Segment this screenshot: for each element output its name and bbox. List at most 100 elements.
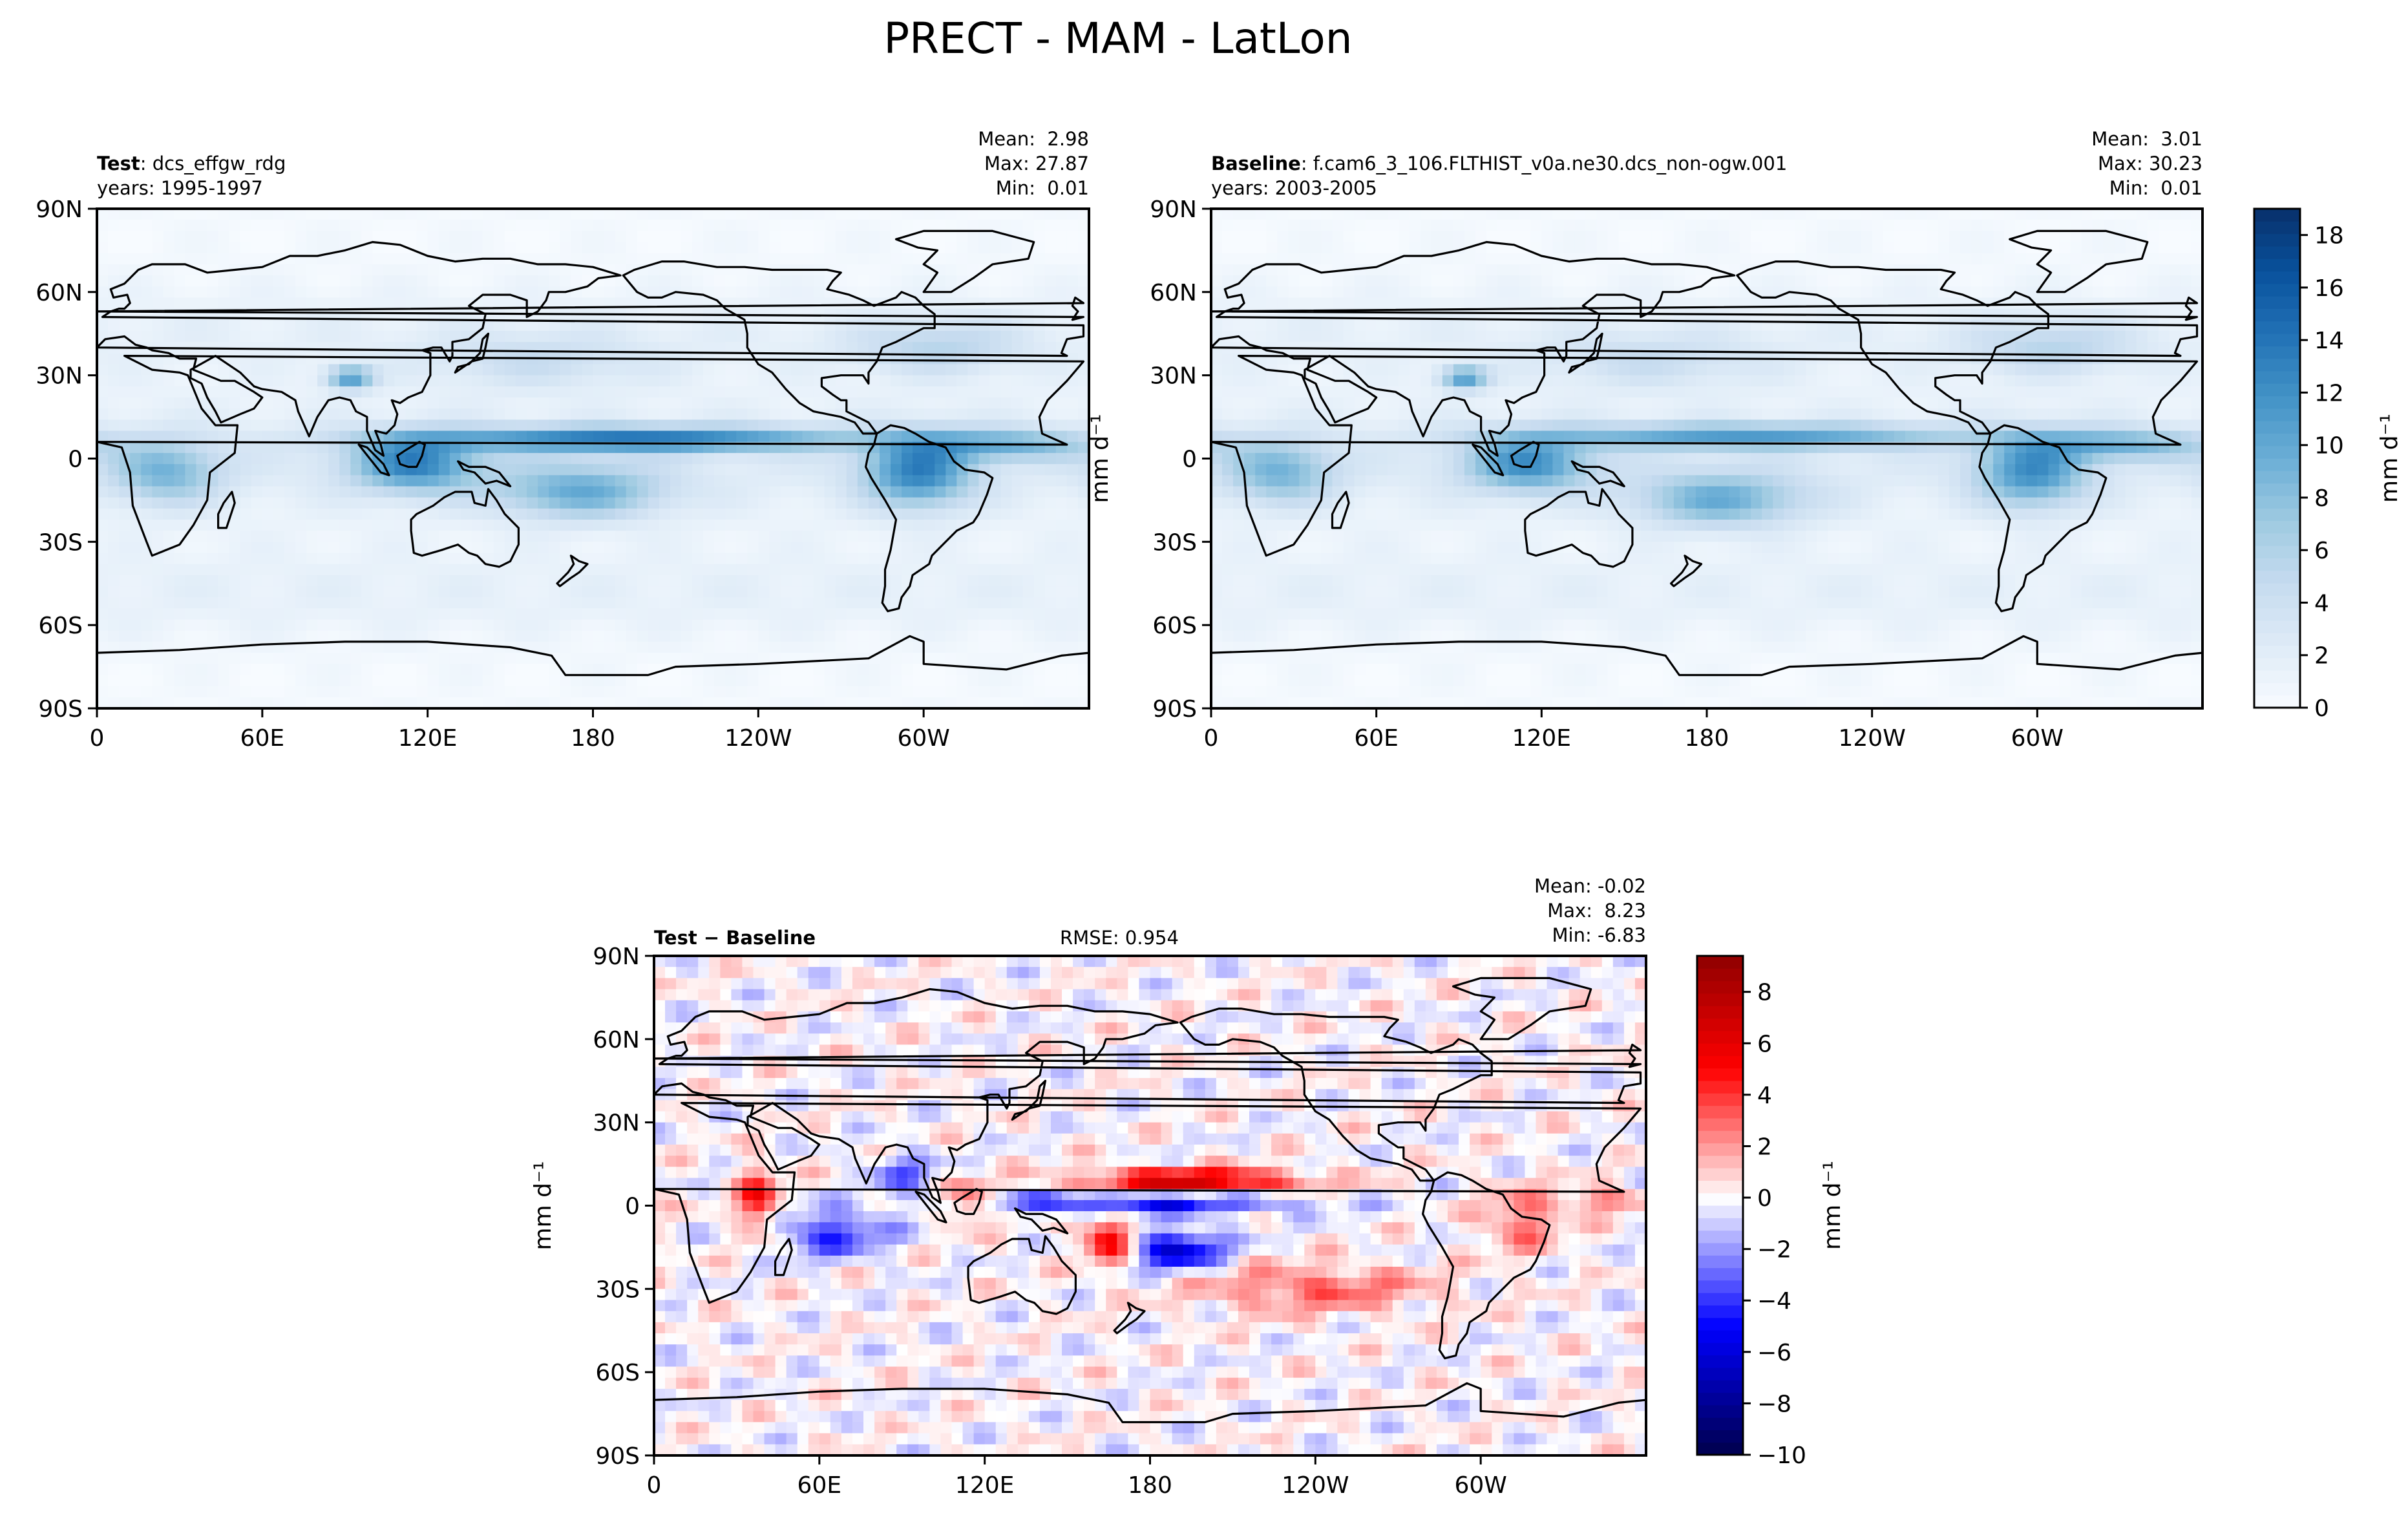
field-cell [505,242,516,254]
field-cell [1044,364,1057,376]
field-cell [130,564,142,576]
field-cell [394,330,407,343]
field-cell [251,508,263,520]
field-cell [681,209,693,220]
field-cell [383,664,396,676]
field-cell [868,542,880,554]
field-cell [361,364,374,376]
field-cell [846,220,858,232]
field-cell [218,364,230,376]
field-cell [978,586,991,598]
field-cell [1883,220,1895,232]
field-cell [284,231,296,243]
field-cell [1409,209,1421,220]
field-cell [538,641,550,653]
field-cell [306,220,318,232]
field-cell [571,264,583,276]
field-cell [1850,209,1862,220]
field-cell [747,330,759,343]
field-cell [516,275,527,288]
field-cell [350,597,363,609]
field-cell [317,653,329,665]
field-cell [637,286,649,299]
field-cell [516,430,527,443]
field-cell [1982,308,1994,321]
field-cell [262,519,274,531]
field-cell [306,475,318,487]
field-cell [703,220,715,232]
field-cell [978,641,991,653]
test-coastlines [97,229,1089,708]
field-cell [582,286,594,299]
field-cell [824,342,836,354]
field-cell [1442,253,1454,265]
field-cell [284,452,296,465]
field-cell [924,209,936,220]
field-cell [1828,231,1840,243]
field-cell [1431,264,1443,276]
field-cell [1044,564,1057,576]
field-cell [1288,242,1300,254]
field-cell [725,508,737,520]
field-cell [780,497,792,509]
field-cell [505,275,516,288]
field-cell [692,286,704,299]
field-cell [989,464,1002,476]
field-cell [482,586,494,598]
field-cell [681,597,693,609]
field-cell [494,286,505,299]
field-cell [615,275,627,288]
field-cell [956,597,969,609]
field-cell [218,464,230,476]
x-tick-label: 60W [897,725,949,752]
field-cell [1684,275,1696,288]
field-cell [2103,275,2115,288]
field-cell [835,353,847,365]
field-cell [945,375,958,387]
field-cell [306,597,318,609]
field-cell [494,586,505,598]
field-cell [262,419,274,432]
field-cell [1453,275,1465,288]
field-cell [130,531,142,543]
field-cell [317,575,329,587]
field-cell [405,209,417,220]
field-cell [593,697,605,708]
field-cell [758,253,770,265]
field-cell [1409,264,1421,276]
field-cell [1773,231,1785,243]
field-cell [339,386,352,398]
field-cell [813,619,825,631]
field-cell [438,597,450,609]
field-cell [460,586,472,598]
field-cell [978,619,991,631]
field-cell [350,575,363,587]
field-cell [725,220,737,232]
field-cell [935,531,947,543]
field-cell [571,575,583,587]
field-cell [857,608,869,620]
field-cell [538,375,550,387]
field-cell [240,519,252,531]
field-cell [538,286,550,299]
field-cell [626,542,638,554]
field-cell [2092,242,2104,254]
field-cell [725,564,737,576]
field-cell [891,253,902,265]
field-cell [141,209,153,220]
field-cell [1530,286,1543,299]
field-cell [174,419,186,432]
field-cell [670,209,682,220]
field-cell [405,231,417,243]
field-cell [902,653,913,665]
field-cell [317,353,329,365]
field-cell [262,220,274,232]
field-cell [978,697,991,708]
field-cell [494,364,505,376]
field-cell [361,531,374,543]
field-cell [1905,297,1917,310]
field-cell [152,242,164,254]
field-cell [185,664,197,676]
field-cell [1673,242,1685,254]
field-cell [791,275,803,288]
